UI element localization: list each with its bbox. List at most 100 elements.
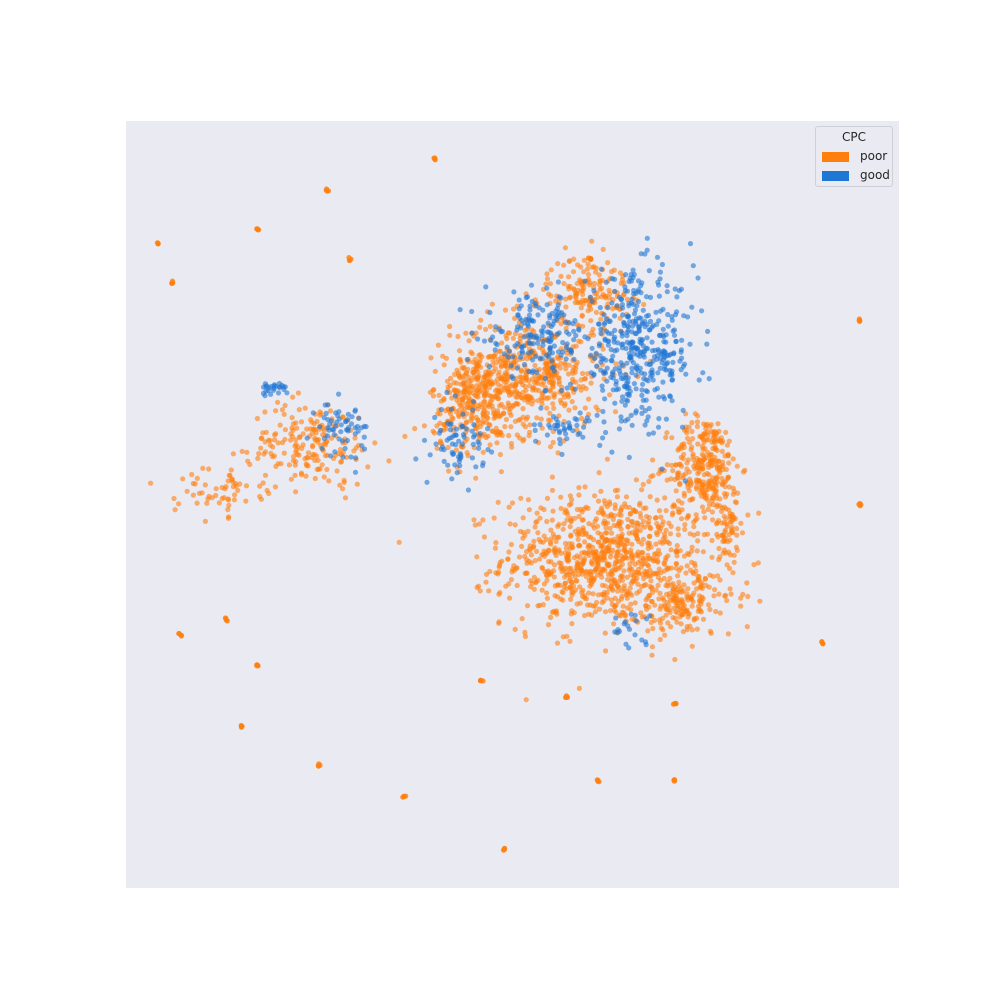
point-good [413, 456, 419, 462]
point-good [453, 426, 459, 432]
point-poor [535, 380, 541, 386]
point-poor [724, 597, 730, 604]
point-poor [744, 580, 750, 586]
point-poor [535, 398, 541, 404]
point-poor [537, 556, 543, 562]
point-poor [667, 531, 674, 537]
point-poor [563, 366, 569, 372]
point-good [657, 365, 663, 371]
point-poor [554, 363, 560, 369]
point-poor [471, 517, 477, 523]
point-poor [708, 630, 714, 636]
point-good [619, 394, 626, 400]
point-poor [514, 389, 520, 395]
point-poor [497, 348, 503, 354]
point-poor [230, 451, 236, 457]
point-poor [595, 498, 602, 504]
point-poor [694, 423, 701, 430]
point-good [624, 391, 630, 397]
point-good [343, 427, 350, 433]
point-good [649, 339, 655, 345]
point-poor [716, 545, 722, 552]
point-poor [709, 479, 715, 486]
point-poor [475, 406, 481, 412]
point-poor [708, 451, 714, 457]
point-poor [593, 269, 599, 275]
point-good [325, 417, 331, 423]
point-good [638, 350, 644, 356]
point-poor [503, 372, 509, 378]
point-poor [510, 335, 516, 341]
legend-title: CPC [842, 130, 866, 144]
point-good [457, 463, 463, 469]
point-poor [194, 500, 200, 506]
point-poor [580, 370, 586, 377]
point-poor [683, 570, 689, 576]
point-good [572, 416, 578, 422]
point-poor [639, 487, 645, 493]
point-good [612, 400, 618, 406]
point-poor [695, 470, 701, 477]
point-poor [678, 463, 685, 469]
point-poor [502, 362, 508, 368]
point-poor [546, 417, 552, 423]
point-poor [546, 379, 553, 385]
point-good [322, 402, 328, 408]
point-poor [574, 601, 580, 607]
point-good [665, 311, 671, 318]
point-good [626, 626, 633, 632]
point-good [643, 388, 649, 394]
point-poor [456, 412, 462, 418]
point-poor [528, 552, 535, 558]
point-poor [616, 548, 622, 554]
point-good [550, 364, 556, 370]
point-good [574, 422, 580, 428]
point-poor [499, 558, 505, 564]
point-poor [386, 458, 392, 464]
point-poor [738, 603, 744, 609]
point-poor [650, 625, 656, 632]
point-poor [673, 587, 679, 593]
point-poor [480, 414, 486, 420]
point-poor [639, 549, 645, 556]
point-poor [523, 697, 529, 703]
point-good [643, 397, 649, 403]
point-good [622, 619, 628, 625]
point-poor [685, 586, 691, 592]
point-poor [684, 515, 690, 521]
point-poor [531, 586, 537, 592]
point-poor [643, 505, 649, 511]
point-poor [324, 186, 330, 192]
point-poor [709, 554, 715, 560]
point-poor [672, 656, 678, 663]
point-poor [574, 359, 580, 365]
point-poor [508, 541, 514, 548]
point-good [469, 308, 475, 315]
point-poor [401, 793, 407, 799]
point-poor [278, 461, 284, 467]
point-good [674, 309, 680, 315]
point-good [622, 418, 629, 424]
point-poor [677, 480, 683, 487]
point-poor [732, 516, 738, 522]
point-good [652, 387, 658, 393]
point-poor [282, 402, 288, 409]
point-poor [412, 425, 418, 432]
point-good [656, 348, 662, 354]
point-poor [289, 433, 295, 440]
point-poor [294, 451, 300, 457]
point-good [328, 453, 334, 459]
point-poor [441, 396, 447, 402]
point-poor [673, 488, 679, 494]
point-good [596, 341, 603, 347]
point-good [562, 319, 569, 325]
point-poor [576, 513, 582, 520]
point-poor [658, 625, 665, 631]
point-poor [706, 472, 712, 478]
point-good [555, 423, 561, 429]
point-poor [658, 514, 664, 520]
point-poor [518, 379, 524, 385]
point-poor [530, 544, 537, 550]
point-poor [510, 402, 516, 408]
point-good [626, 645, 632, 651]
